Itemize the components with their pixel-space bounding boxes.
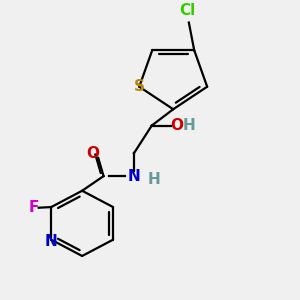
Text: F: F <box>28 200 38 215</box>
Text: S: S <box>134 79 145 94</box>
Text: H: H <box>183 118 196 133</box>
Text: O: O <box>86 146 99 161</box>
Text: H: H <box>147 172 160 187</box>
Text: N: N <box>45 234 58 249</box>
Text: O: O <box>170 118 183 133</box>
Text: N: N <box>128 169 140 184</box>
Text: Cl: Cl <box>179 3 195 18</box>
